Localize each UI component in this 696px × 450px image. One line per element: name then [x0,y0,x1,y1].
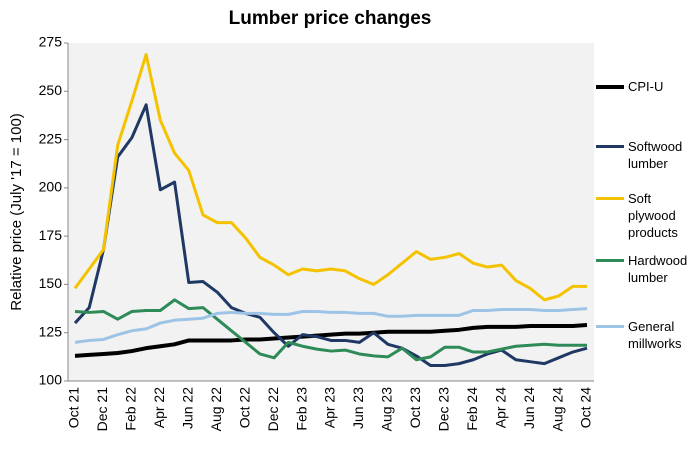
y-tick-label: 275 [39,34,63,50]
x-tick-label: Dec 23 [435,387,451,432]
x-tick-label: Jun 24 [521,387,537,429]
x-tick-label: Feb 24 [464,387,480,431]
series-line [74,307,588,344]
y-tick-label: 100 [39,372,63,388]
legend-label: Hardwood lumber [628,253,688,285]
x-tick-label: Jun 23 [350,387,366,429]
y-axis-label: Relative price (July '17 = 100) [8,113,25,311]
legend-label: Softwood lumber [628,139,683,171]
x-tick-label: Oct 23 [407,387,423,428]
legend-label: General millworks [628,319,682,351]
x-tick-label: Oct 24 [578,387,594,428]
x-tick-label: Aug 23 [379,387,395,432]
x-tick-label: Feb 23 [293,387,309,431]
x-tick-label: Oct 22 [236,387,252,428]
y-tick-label: 125 [39,323,63,339]
legend-swatch [596,259,624,262]
y-tick-label: 225 [39,130,63,146]
legend-swatch [596,145,624,148]
y-tick-label: 200 [39,179,63,195]
x-tick-label: Aug 22 [208,387,224,432]
series-line [74,298,587,362]
x-tick-label: Dec 21 [94,387,110,432]
series-line [73,53,587,302]
x-tick-label: Dec 22 [265,387,281,432]
legend-swatch [596,85,624,89]
plot-area [68,43,594,381]
x-tick-label: Apr 22 [151,387,167,428]
legend-swatch [596,197,624,200]
legend-label: CPI-U [628,79,664,94]
x-tick-label: Apr 23 [322,387,338,428]
x-tick-label: Apr 24 [492,387,508,428]
chart-title: Lumber price changes [229,8,432,29]
y-tick-label: 150 [39,275,63,291]
x-tick-label: Oct 21 [66,387,82,428]
x-tick-label: Feb 22 [123,387,139,431]
y-tick-label: 175 [39,227,63,243]
x-tick-label: Jun 22 [179,387,195,429]
legend-swatch [596,325,624,328]
legend-label: Soft plywood products [628,191,678,240]
x-tick-label: Aug 24 [549,387,565,432]
series-line [74,322,588,358]
y-tick-label: 250 [39,82,63,98]
